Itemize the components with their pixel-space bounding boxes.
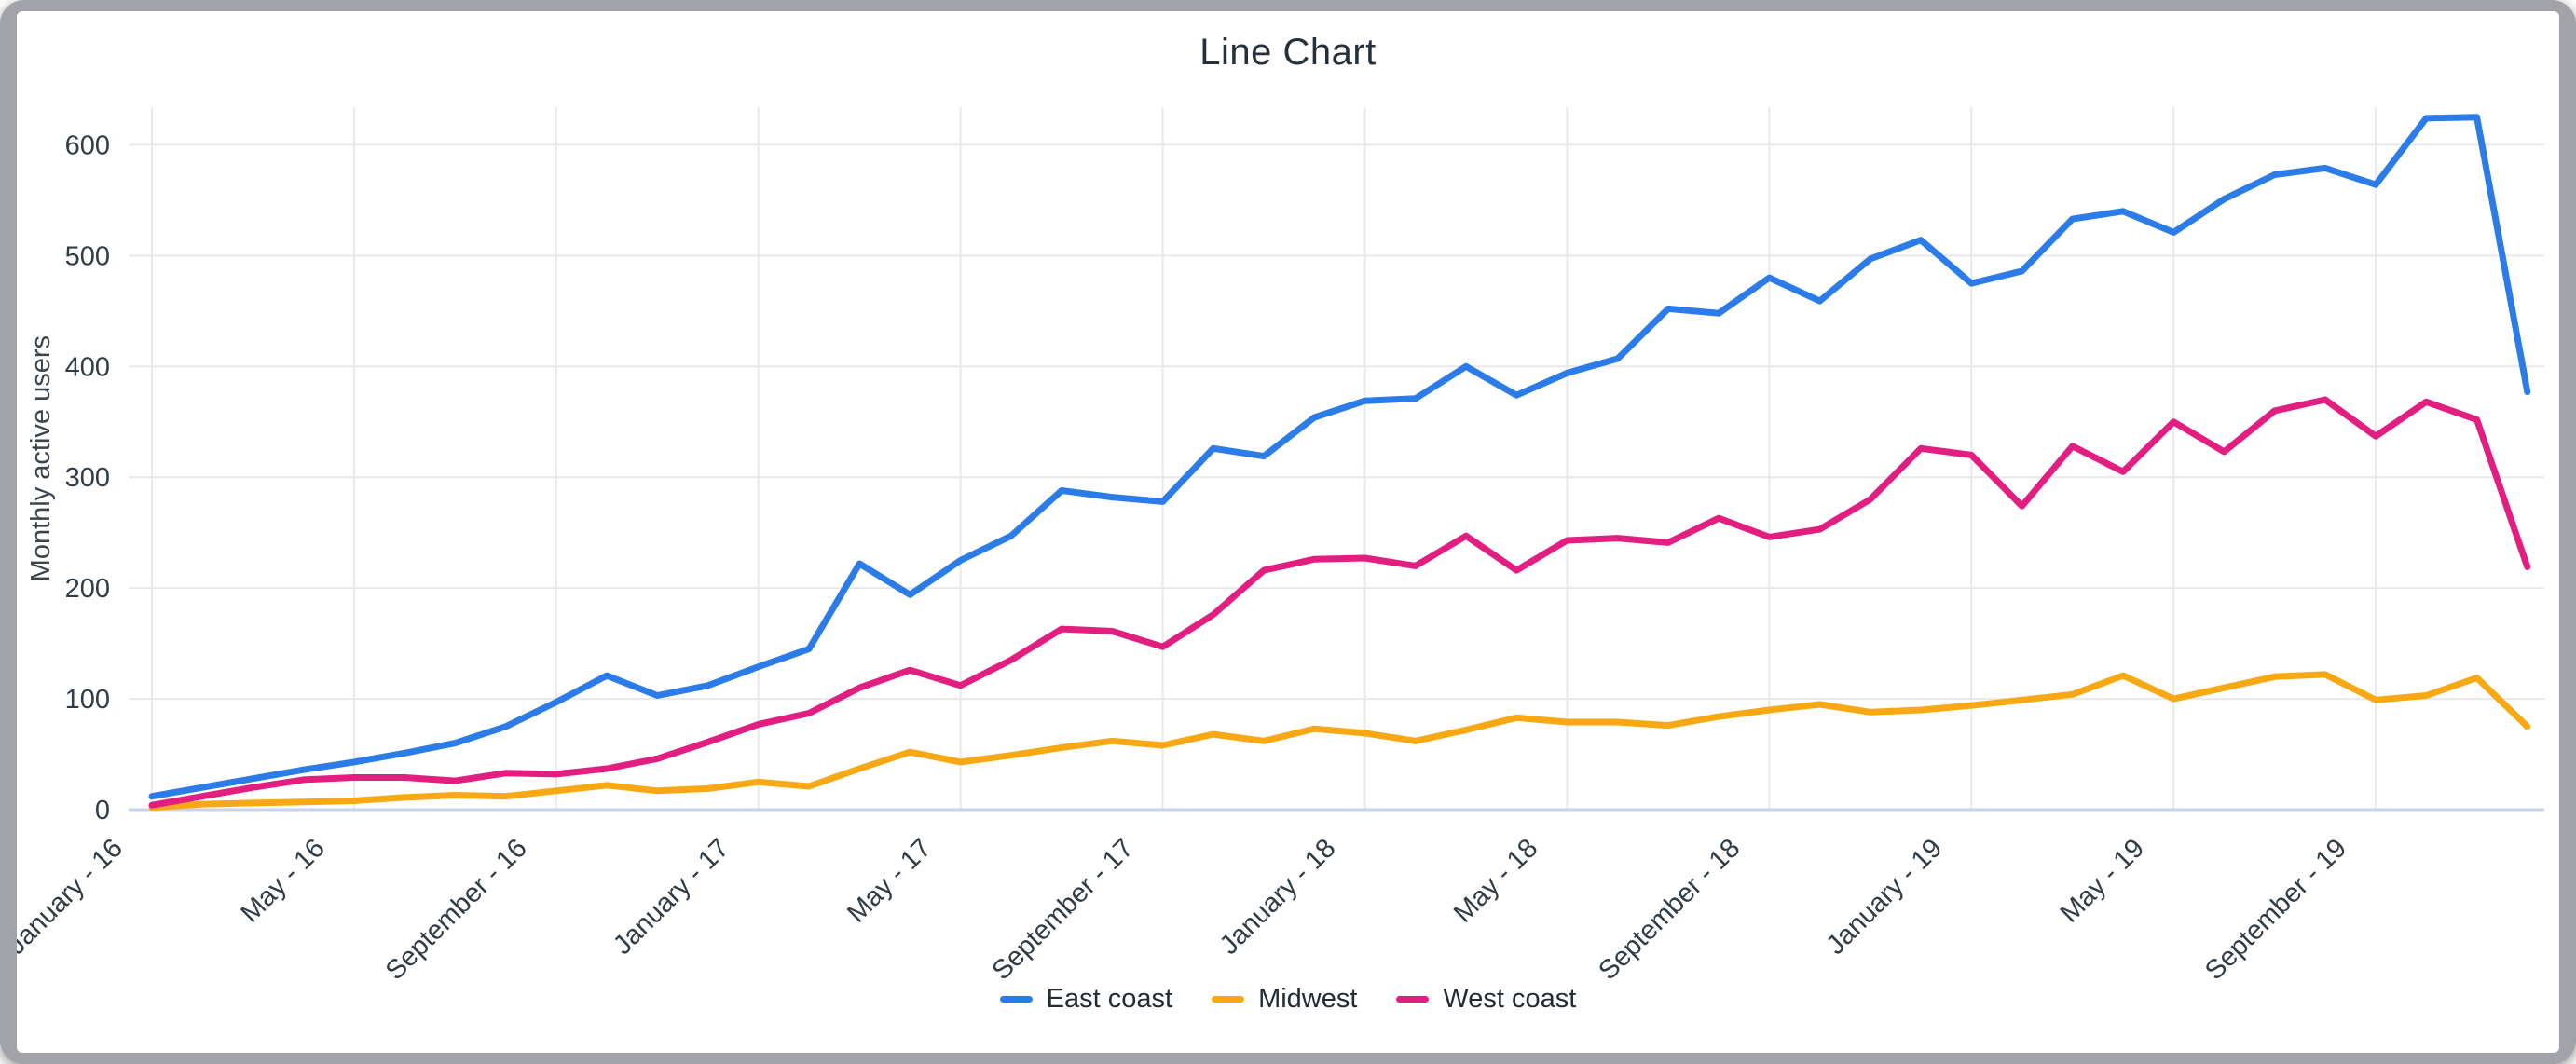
x-tick-label-group: January - 17 <box>608 833 735 961</box>
y-tick-label: 200 <box>65 574 110 604</box>
legend-line-swatch <box>999 995 1033 1003</box>
legend-label: East coast <box>1046 983 1173 1014</box>
legend-line-swatch <box>1212 995 1245 1003</box>
legend-item-midwest[interactable]: Midwest <box>1212 984 1357 1015</box>
x-tick-label: January - 17 <box>608 833 735 961</box>
legend-label: Midwest <box>1258 983 1358 1014</box>
x-tick-label-group: September - 18 <box>1593 833 1746 986</box>
legend-label: West coast <box>1443 983 1577 1014</box>
x-tick-label: January - 16 <box>17 833 129 961</box>
legend-line-swatch <box>1396 995 1430 1003</box>
legend-item-east-coast[interactable]: East coast <box>999 983 1173 1015</box>
x-tick-label-group: May - 18 <box>1448 833 1543 928</box>
x-tick-label: May - 16 <box>235 833 330 928</box>
y-tick-label: 0 <box>95 796 110 825</box>
x-tick-label: September - 18 <box>1593 833 1746 986</box>
chart-card: Line Chart Monthly active users 0 100 200 3… <box>17 11 2559 1053</box>
x-tick-label: May - 17 <box>842 833 937 928</box>
x-tick-label-group: May - 16 <box>235 833 330 928</box>
x-tick-label-group: January - 16 <box>17 833 129 961</box>
x-tick-label-group: January - 19 <box>1821 833 1949 961</box>
series-line-midwest[interactable] <box>148 671 2531 812</box>
series-line-east-coast[interactable] <box>148 114 2531 800</box>
x-tick-label-group: May - 19 <box>2055 833 2150 928</box>
line-chart-plot-area[interactable]: 0 100 200 300 400 500 600 January - 16 May - 16 S… <box>17 11 2559 1053</box>
x-tick-label-group: January - 18 <box>1214 833 1342 961</box>
x-tick-label: January - 18 <box>1214 833 1342 961</box>
x-tick-label-group: September - 16 <box>380 833 533 986</box>
y-tick-label: 600 <box>65 130 110 160</box>
x-tick-label: September - 19 <box>2199 833 2352 986</box>
x-tick-label-group: May - 17 <box>842 833 937 928</box>
x-tick-label: September - 17 <box>987 833 1140 986</box>
x-tick-label: September - 16 <box>380 833 533 986</box>
x-tick-label: January - 19 <box>1821 833 1949 961</box>
x-tick-label: May - 19 <box>2055 833 2150 928</box>
legend: East coast Midwest West coast <box>17 980 2559 1017</box>
y-tick-label: 500 <box>65 241 110 271</box>
x-tick-label: May - 18 <box>1448 833 1543 928</box>
chart-title: Line Chart <box>1199 32 1377 73</box>
series-line-west-coast[interactable] <box>148 396 2531 809</box>
y-tick-label: 100 <box>65 685 110 715</box>
y-tick-label: 400 <box>65 352 110 382</box>
legend-item-west-coast[interactable]: West coast <box>1396 984 1576 1015</box>
x-tick-label-group: September - 19 <box>2199 833 2352 986</box>
y-tick-label: 300 <box>65 463 110 493</box>
x-tick-label-group: September - 17 <box>987 833 1140 986</box>
